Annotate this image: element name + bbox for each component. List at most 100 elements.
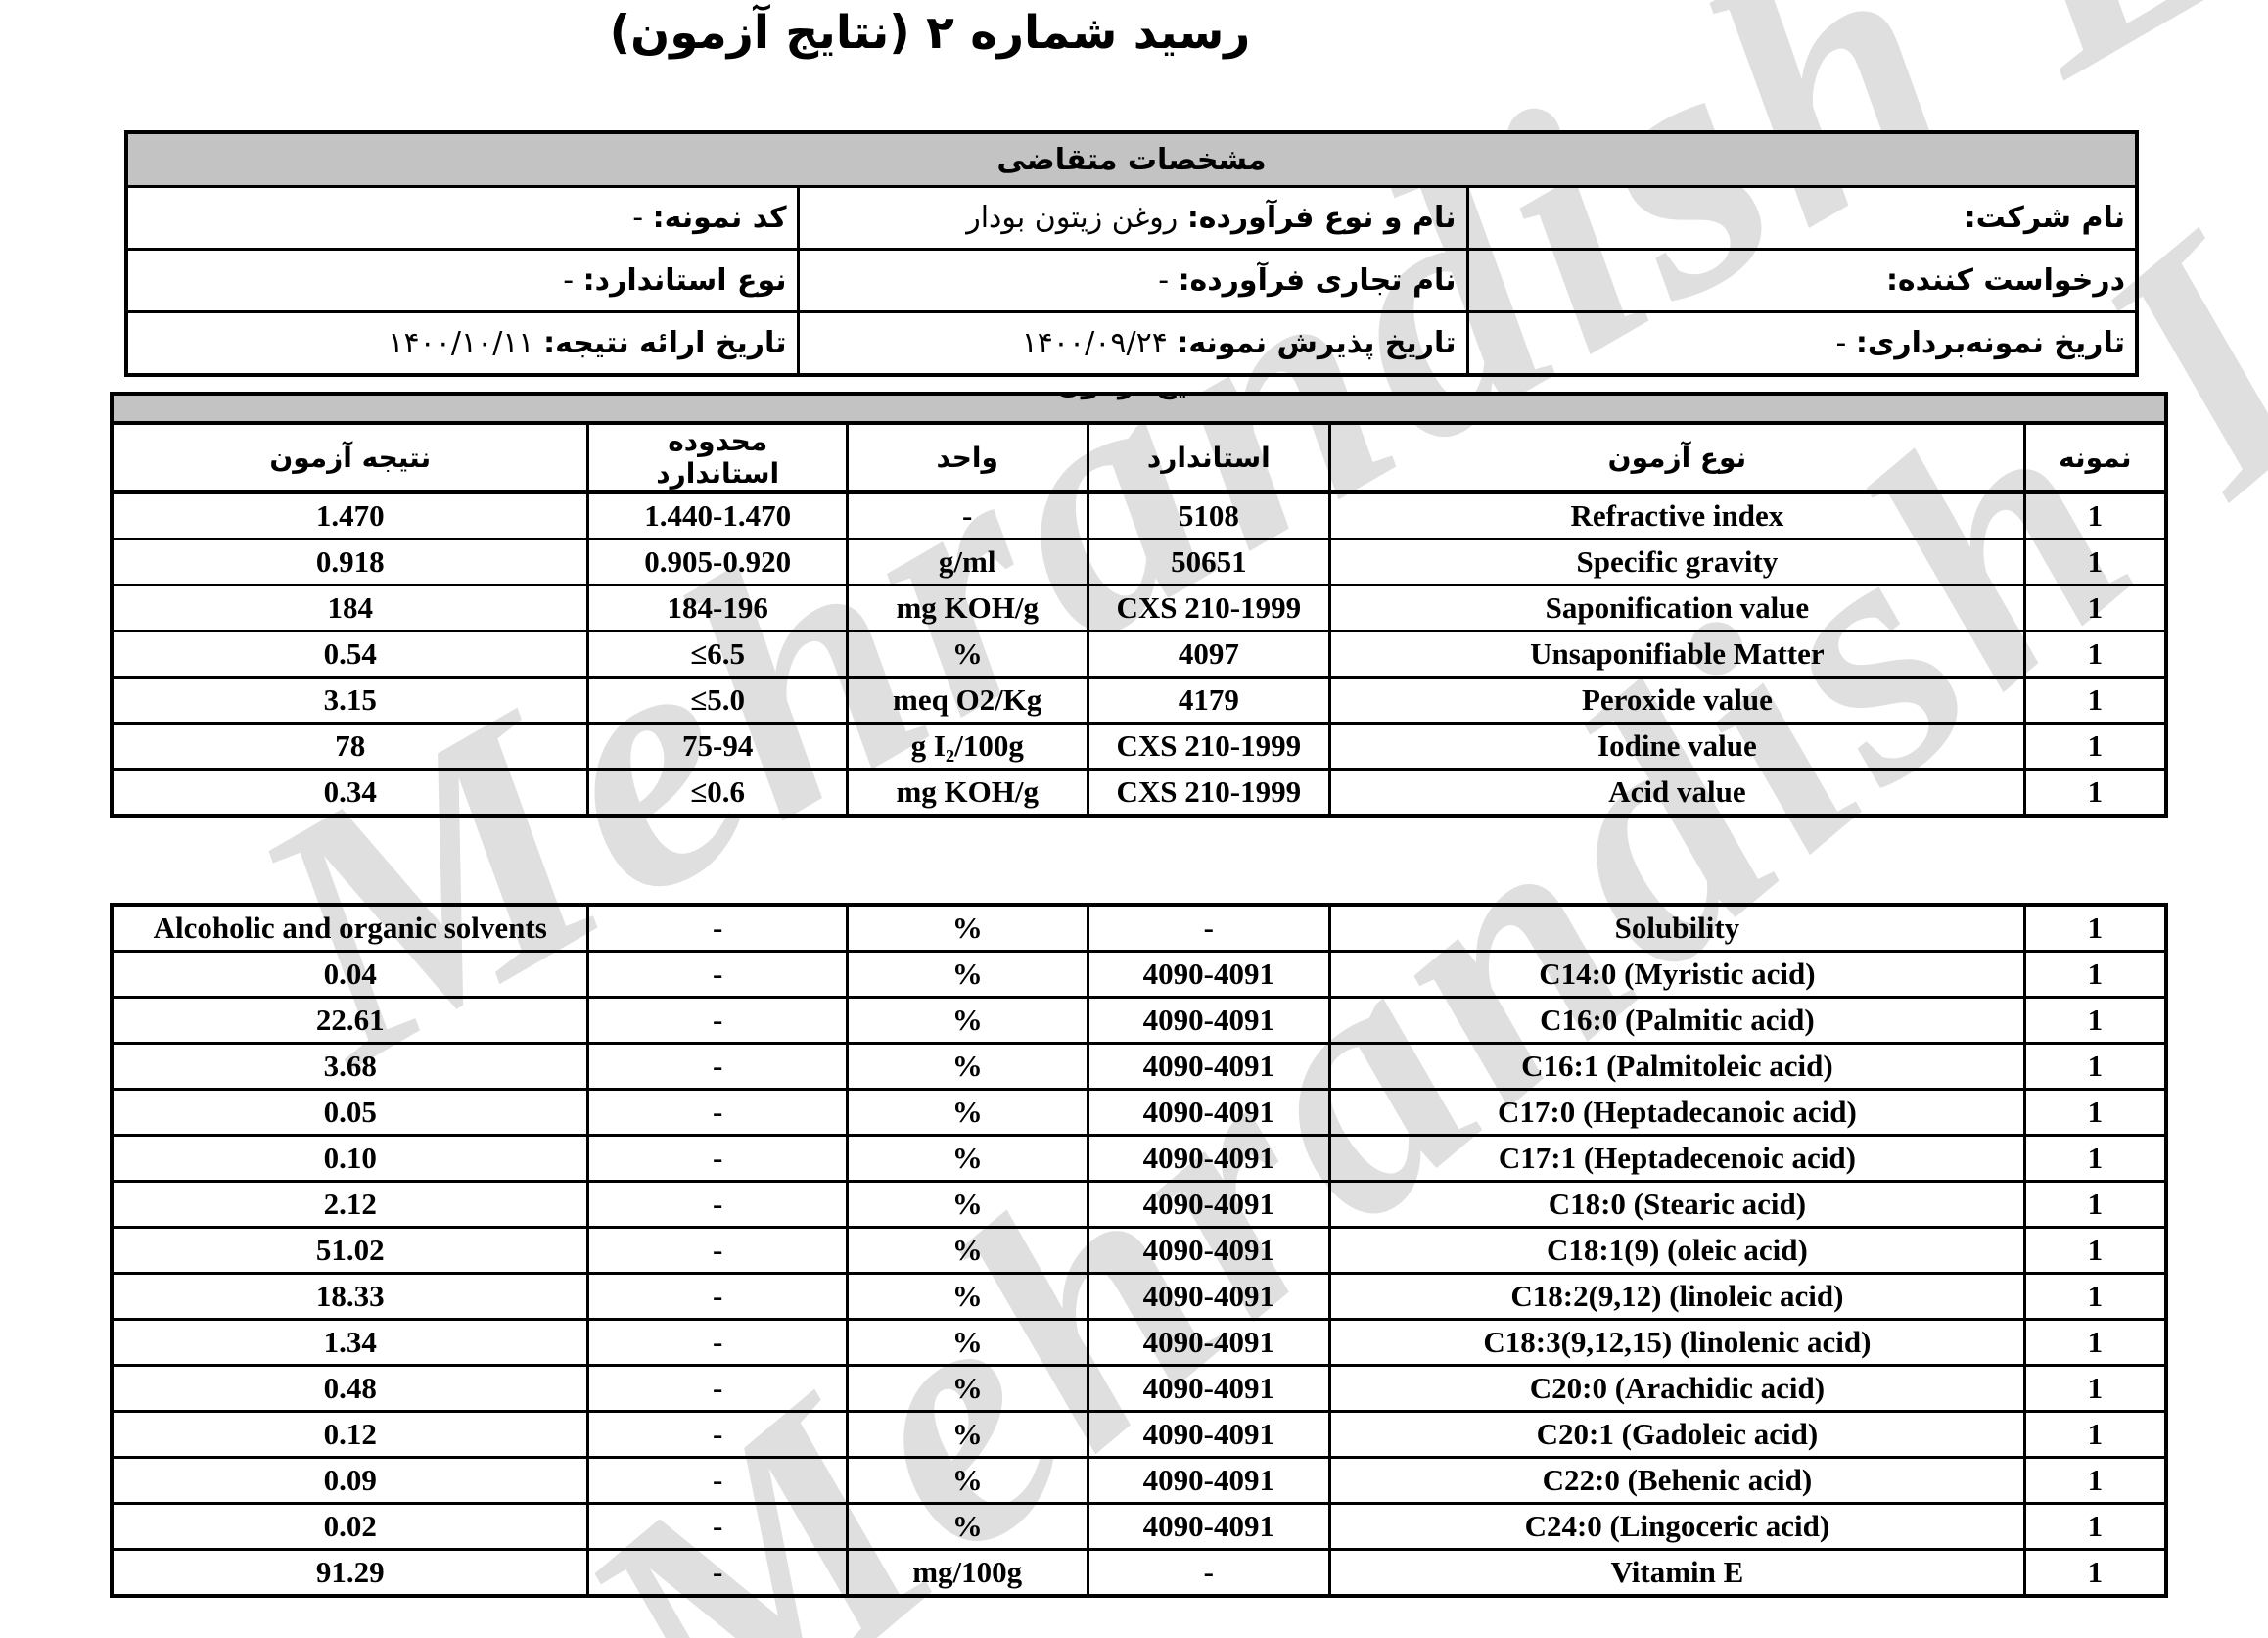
field-value: -: [563, 263, 575, 298]
column-header: واحد: [845, 421, 1089, 494]
table-cell: C16:1 (Palmitoleic acid): [1328, 1042, 2026, 1091]
table-cell: -: [586, 950, 849, 999]
table-row: 1.470 1.440-1.470-5108 Refractive index 1: [110, 491, 2168, 540]
table-cell: meq O2/Kg: [845, 676, 1089, 725]
table-cell: 1: [2022, 1548, 2168, 1598]
field-label: کد نمونه:: [652, 201, 787, 235]
table-row: 0.10-% 4090-4091 C17:1 (Heptadecenoic acid…: [110, 1134, 2168, 1183]
field-label: درخواست کننده:: [1885, 263, 2125, 298]
table-cell: 0.12: [110, 1410, 590, 1459]
table-cell: 1: [2022, 630, 2168, 679]
table-row: 1.34-% 4090-4091 C18:3(9,12,15) (linolenic…: [110, 1318, 2168, 1367]
table-cell: CXS 210-1999: [1086, 768, 1332, 818]
table-cell: 4090-4091: [1086, 1502, 1332, 1551]
table-cell: نام شرکت:: [1465, 185, 2139, 251]
table-cell: -: [586, 1318, 849, 1367]
field-label: نام شرکت:: [1964, 201, 2125, 235]
table-cell: نام تجاری فرآورده: -: [796, 248, 1469, 313]
table-cell: C18:2(9,12) (linoleic acid): [1328, 1272, 2026, 1321]
table-row: 0.12-% 4090-4091 C20:1 (Gadoleic acid) 1: [110, 1410, 2168, 1459]
field-value: روغن زیتون بودار: [966, 201, 1179, 235]
table-row: 3.68-% 4090-4091 C16:1 (Palmitoleic acid) 1: [110, 1042, 2168, 1091]
table-cell: 1: [2022, 676, 2168, 725]
table-row: 0.54 ≤6.5% 4097 Unsaponifiable Matter 1: [110, 630, 2168, 679]
table-cell: 75-94: [586, 722, 849, 771]
table-cell: C18:0 (Stearic acid): [1328, 1180, 2026, 1229]
table-row: تاریخ ارائه نتیجه: ۱۴۰۰/۱۰/۱۱ تاریخ پذیرش…: [124, 310, 2139, 377]
table-cell: Iodine value: [1328, 722, 2026, 771]
table-cell: 3.68: [110, 1042, 590, 1091]
table-cell: 1: [2022, 1272, 2168, 1321]
applicant-info-table: مشخصات متقاضی کد نمونه: - نام و نوع فرآور…: [124, 130, 2139, 377]
table-cell: 4090-4091: [1086, 1318, 1332, 1367]
field-value: -: [1158, 263, 1170, 298]
table-cell: کد نمونه: -: [124, 185, 800, 251]
table-cell: %: [845, 1272, 1089, 1321]
table-cell: 1: [2022, 538, 2168, 586]
table-row: 0.34 ≤0.6 mg KOH/g CXS 210-1999 Acid value 1: [110, 768, 2168, 818]
field-label: نام و نوع فرآورده:: [1186, 201, 1457, 235]
table-cell: 1: [2022, 722, 2168, 771]
table-cell: mg KOH/g: [845, 768, 1089, 818]
table-cell: C20:1 (Gadoleic acid): [1328, 1410, 2026, 1459]
table-cell: 1: [2022, 1180, 2168, 1229]
table-cell: C18:3(9,12,15) (linolenic acid): [1328, 1318, 2026, 1367]
table-cell: %: [845, 1042, 1089, 1091]
table-cell: 0.04: [110, 950, 590, 999]
table-cell: 78: [110, 722, 590, 771]
table-cell: 4090-4091: [1086, 1180, 1332, 1229]
table-cell: 1.440-1.470: [586, 491, 849, 540]
table-row: نوع استاندارد: - نام تجاری فرآورده: - درخو…: [124, 248, 2139, 313]
table-row: 3.15 ≤5.0 meq O2/Kg 4179 Peroxide value 1: [110, 676, 2168, 725]
table-cell: 1: [2022, 1226, 2168, 1275]
table-cell: 4090-4091: [1086, 1272, 1332, 1321]
table-cell: g/ml: [845, 538, 1089, 586]
table-cell: %: [845, 1318, 1089, 1367]
column-header: نوع آزمون: [1328, 421, 2026, 494]
field-value: ۱۴۰۰/۱۰/۱۱: [388, 326, 534, 360]
table-cell: 0.905-0.920: [586, 538, 849, 586]
table-cell: تاریخ ارائه نتیجه: ۱۴۰۰/۱۰/۱۱: [124, 310, 800, 377]
table-cell: Vitamin E: [1328, 1548, 2026, 1598]
applicant-band-title: مشخصات متقاضی: [124, 130, 2139, 188]
table-cell: 1: [2022, 1502, 2168, 1551]
table-row: 0.04-% 4090-4091 C14:0 (Myristic acid) 1: [110, 950, 2168, 999]
table-cell: تاریخ پذیرش نمونه: ۱۴۰۰/۰۹/۲۴: [796, 310, 1469, 377]
table-cell: ≤6.5: [586, 630, 849, 679]
table-cell: تاریخ نمونه‌برداری: -: [1465, 310, 2139, 377]
table-cell: C18:1(9) (oleic acid): [1328, 1226, 2026, 1275]
table-cell: C22:0 (Behenic acid): [1328, 1456, 2026, 1505]
table-cell: %: [845, 630, 1089, 679]
field-value: ۱۴۰۰/۰۹/۲۴: [1021, 326, 1168, 360]
table-cell: mg KOH/g: [845, 584, 1089, 632]
table-cell: 0.09: [110, 1456, 590, 1505]
table-cell: 1: [2022, 1364, 2168, 1413]
table-cell: C20:0 (Arachidic acid): [1328, 1364, 2026, 1413]
table-cell: -: [586, 1502, 849, 1551]
table-cell: -: [586, 1042, 849, 1091]
table-cell: CXS 210-1999: [1086, 584, 1332, 632]
table-cell: 0.34: [110, 768, 590, 818]
table-cell: 1: [2022, 950, 2168, 999]
table-cell: 1: [2022, 903, 2168, 953]
table-cell: درخواست کننده:: [1465, 248, 2139, 313]
table-cell: نام و نوع فرآورده: روغن زیتون بودار: [796, 185, 1469, 251]
column-header: نتیجه آزمون: [110, 421, 590, 494]
table-cell: -: [586, 1410, 849, 1459]
table-cell: 1: [2022, 491, 2168, 540]
table-cell: 0.05: [110, 1088, 590, 1137]
table-cell: 1: [2022, 584, 2168, 632]
table-row: 51.02-% 4090-4091 C18:1(9) (oleic acid) 1: [110, 1226, 2168, 1275]
table-cell: -: [1086, 1548, 1332, 1598]
table-cell: 184: [110, 584, 590, 632]
field-label: نوع استاندارد:: [582, 263, 787, 298]
table-cell: -: [845, 491, 1089, 540]
table-cell: %: [845, 1364, 1089, 1413]
table-cell: CXS 210-1999: [1086, 722, 1332, 771]
table-cell: 0.48: [110, 1364, 590, 1413]
page-title: رسید شماره ۲ (نتایج آزمون): [609, 6, 1251, 60]
field-value: -: [632, 201, 644, 235]
table-cell: -: [586, 1364, 849, 1413]
table-band-row: نتایج آزمون: [110, 392, 2168, 425]
